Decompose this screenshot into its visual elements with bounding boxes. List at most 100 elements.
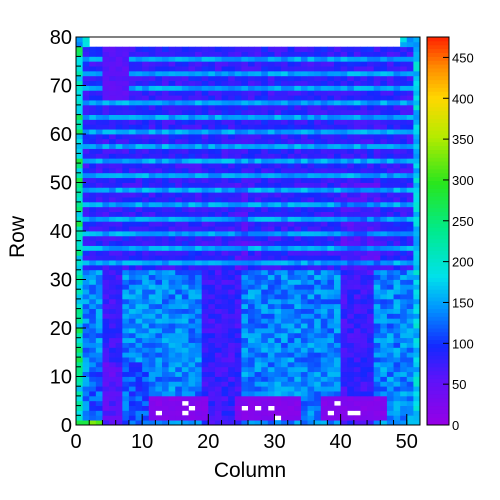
- heatmap-cell: [162, 61, 170, 67]
- heatmap-cell: [287, 415, 295, 421]
- heatmap-cell: [413, 235, 421, 242]
- heatmap-cell: [248, 100, 256, 106]
- heatmap-cell: [300, 206, 308, 212]
- colorbar-swatch: [427, 370, 449, 376]
- heatmap-cell: [76, 56, 84, 62]
- heatmap-cell: [307, 420, 315, 426]
- heatmap-cell: [102, 221, 110, 227]
- heatmap-cell: [241, 250, 249, 256]
- heatmap-cell: [102, 245, 110, 251]
- heatmap-cell: [195, 240, 203, 246]
- heatmap-cell: [353, 240, 361, 246]
- heatmap-cell: [400, 163, 408, 169]
- heatmap-cell: [367, 357, 375, 363]
- heatmap-cell: [155, 85, 163, 91]
- heatmap-cell: [327, 303, 335, 309]
- heatmap-cell: [214, 245, 222, 251]
- heatmap-cell: [201, 182, 209, 188]
- heatmap-cell: [320, 347, 328, 353]
- heatmap-cell: [241, 177, 249, 183]
- heatmap-cell: [274, 284, 282, 290]
- heatmap-cell: [400, 347, 408, 353]
- heatmap-cell: [406, 376, 414, 382]
- heatmap-cell: [76, 274, 84, 280]
- heatmap-cell: [248, 231, 256, 237]
- heatmap-cell: [294, 308, 302, 314]
- heatmap-cell: [360, 95, 368, 101]
- heatmap-cell: [248, 357, 256, 363]
- heatmap-cell: [386, 376, 394, 382]
- heatmap-cell: [334, 177, 342, 183]
- heatmap-cell: [214, 66, 222, 72]
- heatmap-cell: [76, 66, 84, 72]
- heatmap-cell: [380, 366, 388, 373]
- heatmap-cell: [234, 420, 242, 426]
- heatmap-cell: [208, 85, 216, 91]
- heatmap-cell: [148, 274, 156, 280]
- heatmap-cell: [155, 95, 163, 101]
- heatmap-cell: [201, 129, 209, 135]
- colorbar-swatch: [427, 37, 449, 42]
- heatmap-cell: [413, 211, 421, 217]
- heatmap-cell: [347, 352, 355, 358]
- heatmap-cell: [181, 192, 189, 198]
- heatmap-cell: [406, 172, 414, 179]
- y-tick-label: 50: [50, 173, 72, 195]
- heatmap-cell: [181, 114, 189, 120]
- heatmap-cell: [208, 56, 216, 62]
- heatmap-cell: [334, 264, 342, 271]
- heatmap-cell: [261, 260, 269, 266]
- heatmap-cell: [221, 206, 229, 212]
- heatmap-cell: [122, 323, 130, 329]
- heatmap-cell: [314, 231, 322, 237]
- heatmap-cell: [386, 167, 394, 174]
- heatmap-cell: [135, 61, 143, 67]
- heatmap-cell: [327, 318, 335, 324]
- heatmap-cell: [148, 163, 156, 169]
- heatmap-cell: [201, 298, 209, 305]
- heatmap-cell: [95, 395, 103, 402]
- heatmap-cell: [314, 95, 322, 101]
- heatmap-cell: [393, 85, 401, 91]
- heatmap-cell: [241, 347, 249, 353]
- heatmap-cell: [353, 420, 361, 426]
- heatmap-cell: [294, 303, 302, 309]
- heatmap-cell: [155, 245, 163, 251]
- heatmap-cell: [267, 51, 275, 57]
- heatmap-cell: [281, 328, 289, 334]
- heatmap-cell: [175, 197, 183, 203]
- heatmap-cell: [281, 187, 289, 193]
- heatmap-cell: [353, 357, 361, 363]
- heatmap-cell: [393, 250, 401, 256]
- heatmap-cell: [148, 100, 156, 106]
- heatmap-cell: [254, 395, 262, 402]
- heatmap-cell: [122, 138, 130, 145]
- heatmap-cell: [413, 352, 421, 358]
- heatmap-cell: [228, 153, 236, 159]
- heatmap-cell: [214, 400, 222, 406]
- heatmap-cell: [367, 221, 375, 227]
- heatmap-cell: [307, 75, 315, 82]
- heatmap-cell: [248, 119, 256, 125]
- heatmap-cell: [400, 245, 408, 251]
- heatmap-cell: [373, 245, 381, 251]
- heatmap-cell: [162, 138, 170, 145]
- heatmap-cell: [175, 148, 183, 154]
- heatmap-cell: [261, 85, 269, 91]
- colorbar-swatch: [427, 362, 449, 368]
- heatmap-cell: [234, 100, 242, 106]
- heatmap-cell: [115, 221, 123, 227]
- heatmap-cell: [214, 46, 222, 52]
- heatmap-cell: [413, 119, 421, 125]
- heatmap-cell: [135, 328, 143, 334]
- heatmap-cell: [122, 192, 130, 198]
- heatmap-cell: [287, 206, 295, 212]
- heatmap-cell: [76, 235, 84, 242]
- heatmap-cell: [155, 221, 163, 227]
- heatmap-cell: [188, 250, 196, 256]
- heatmap-cell: [122, 357, 130, 363]
- heatmap-cell: [115, 197, 123, 203]
- heatmap-cell: [135, 420, 143, 426]
- heatmap-cell: [241, 386, 249, 392]
- heatmap-cell: [248, 361, 256, 368]
